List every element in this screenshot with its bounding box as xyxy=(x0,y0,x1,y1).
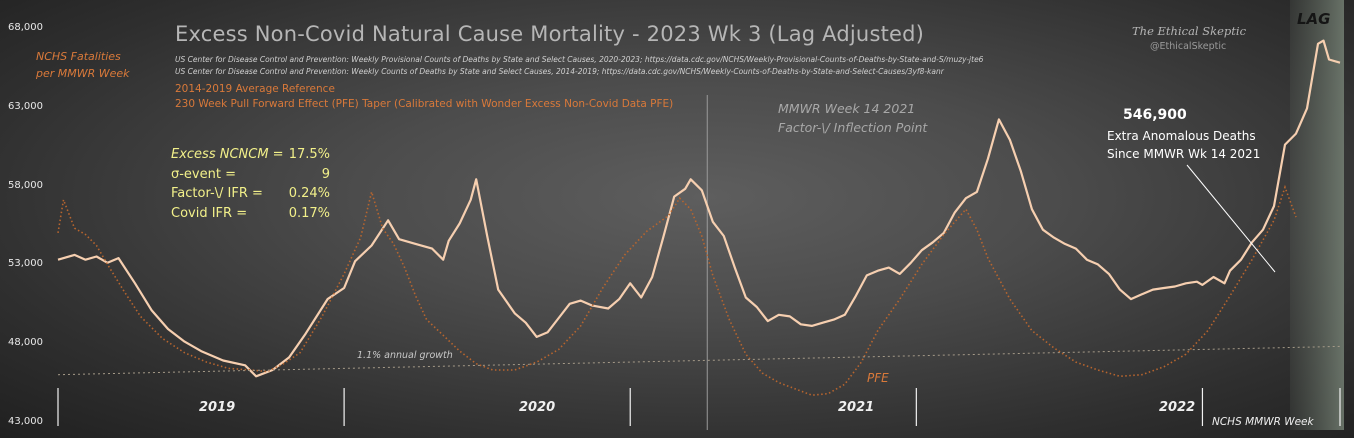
y-tick-label: 63,000 xyxy=(8,100,43,112)
ylabel-line-1: NCHS Fatalities xyxy=(36,50,121,63)
y-tick-label: 53,000 xyxy=(8,258,43,270)
source-line-1: US Center for Disease Control and Preven… xyxy=(175,55,984,64)
stat-label-0: Excess NCNCM = xyxy=(171,147,284,162)
y-tick-label: 58,000 xyxy=(8,179,43,191)
y-tick-label: 43,000 xyxy=(8,416,43,427)
y-tick-label: 68,000 xyxy=(8,22,43,33)
pfe-label: PFE xyxy=(867,371,889,385)
year-label-2019: 2019 xyxy=(199,400,236,415)
year-label-2020: 2020 xyxy=(519,400,556,415)
brand-name: The Ethical Skeptic xyxy=(1132,24,1247,38)
stat-value-2: 0.24% xyxy=(288,186,330,201)
legend-reference: 2014-2019 Average Reference xyxy=(175,83,335,95)
extra-deaths-line-1: Extra Anomalous Deaths xyxy=(1107,129,1256,143)
legend-pfe: 230 Week Pull Forward Effect (PFE) Taper… xyxy=(175,98,674,110)
stat-value-1: 9 xyxy=(321,167,330,182)
year-label-2022: 2022 xyxy=(1159,400,1196,415)
stat-label-3: Covid IFR = xyxy=(171,206,248,221)
brand-handle: @EthicalSkeptic xyxy=(1150,41,1227,52)
stat-label-1: σ-event = xyxy=(171,167,236,182)
extra-deaths-pointer xyxy=(1186,164,1276,273)
actual-mortality-line xyxy=(57,39,1341,378)
lag-region xyxy=(1290,0,1344,430)
extra-deaths-value: 546,900 xyxy=(1123,107,1187,123)
inflection-label-2: Factor-\/ Inflection Point xyxy=(778,120,928,135)
year-label-2021: 2021 xyxy=(838,400,875,415)
growth-trend-line xyxy=(57,345,1341,376)
y-tick-label: 48,000 xyxy=(8,337,43,349)
stat-value-0: 17.5% xyxy=(288,147,330,162)
source-line-2: US Center for Disease Control and Preven… xyxy=(175,67,944,76)
x-axis-title: NCHS MMWR Week xyxy=(1212,416,1314,428)
growth-label: 1.1% annual growth xyxy=(357,350,453,361)
chart-title: Excess Non-Covid Natural Cause Mortality… xyxy=(175,22,925,46)
lag-label: LAG xyxy=(1297,10,1331,28)
ylabel-line-2: per MMWR Week xyxy=(36,67,130,80)
stat-value-3: 0.17% xyxy=(288,206,330,221)
stat-label-2: Factor-\/ IFR = xyxy=(171,186,263,201)
extra-deaths-line-2: Since MMWR Wk 14 2021 xyxy=(1107,147,1261,161)
inflection-label-1: MMWR Week 14 2021 xyxy=(778,101,916,116)
